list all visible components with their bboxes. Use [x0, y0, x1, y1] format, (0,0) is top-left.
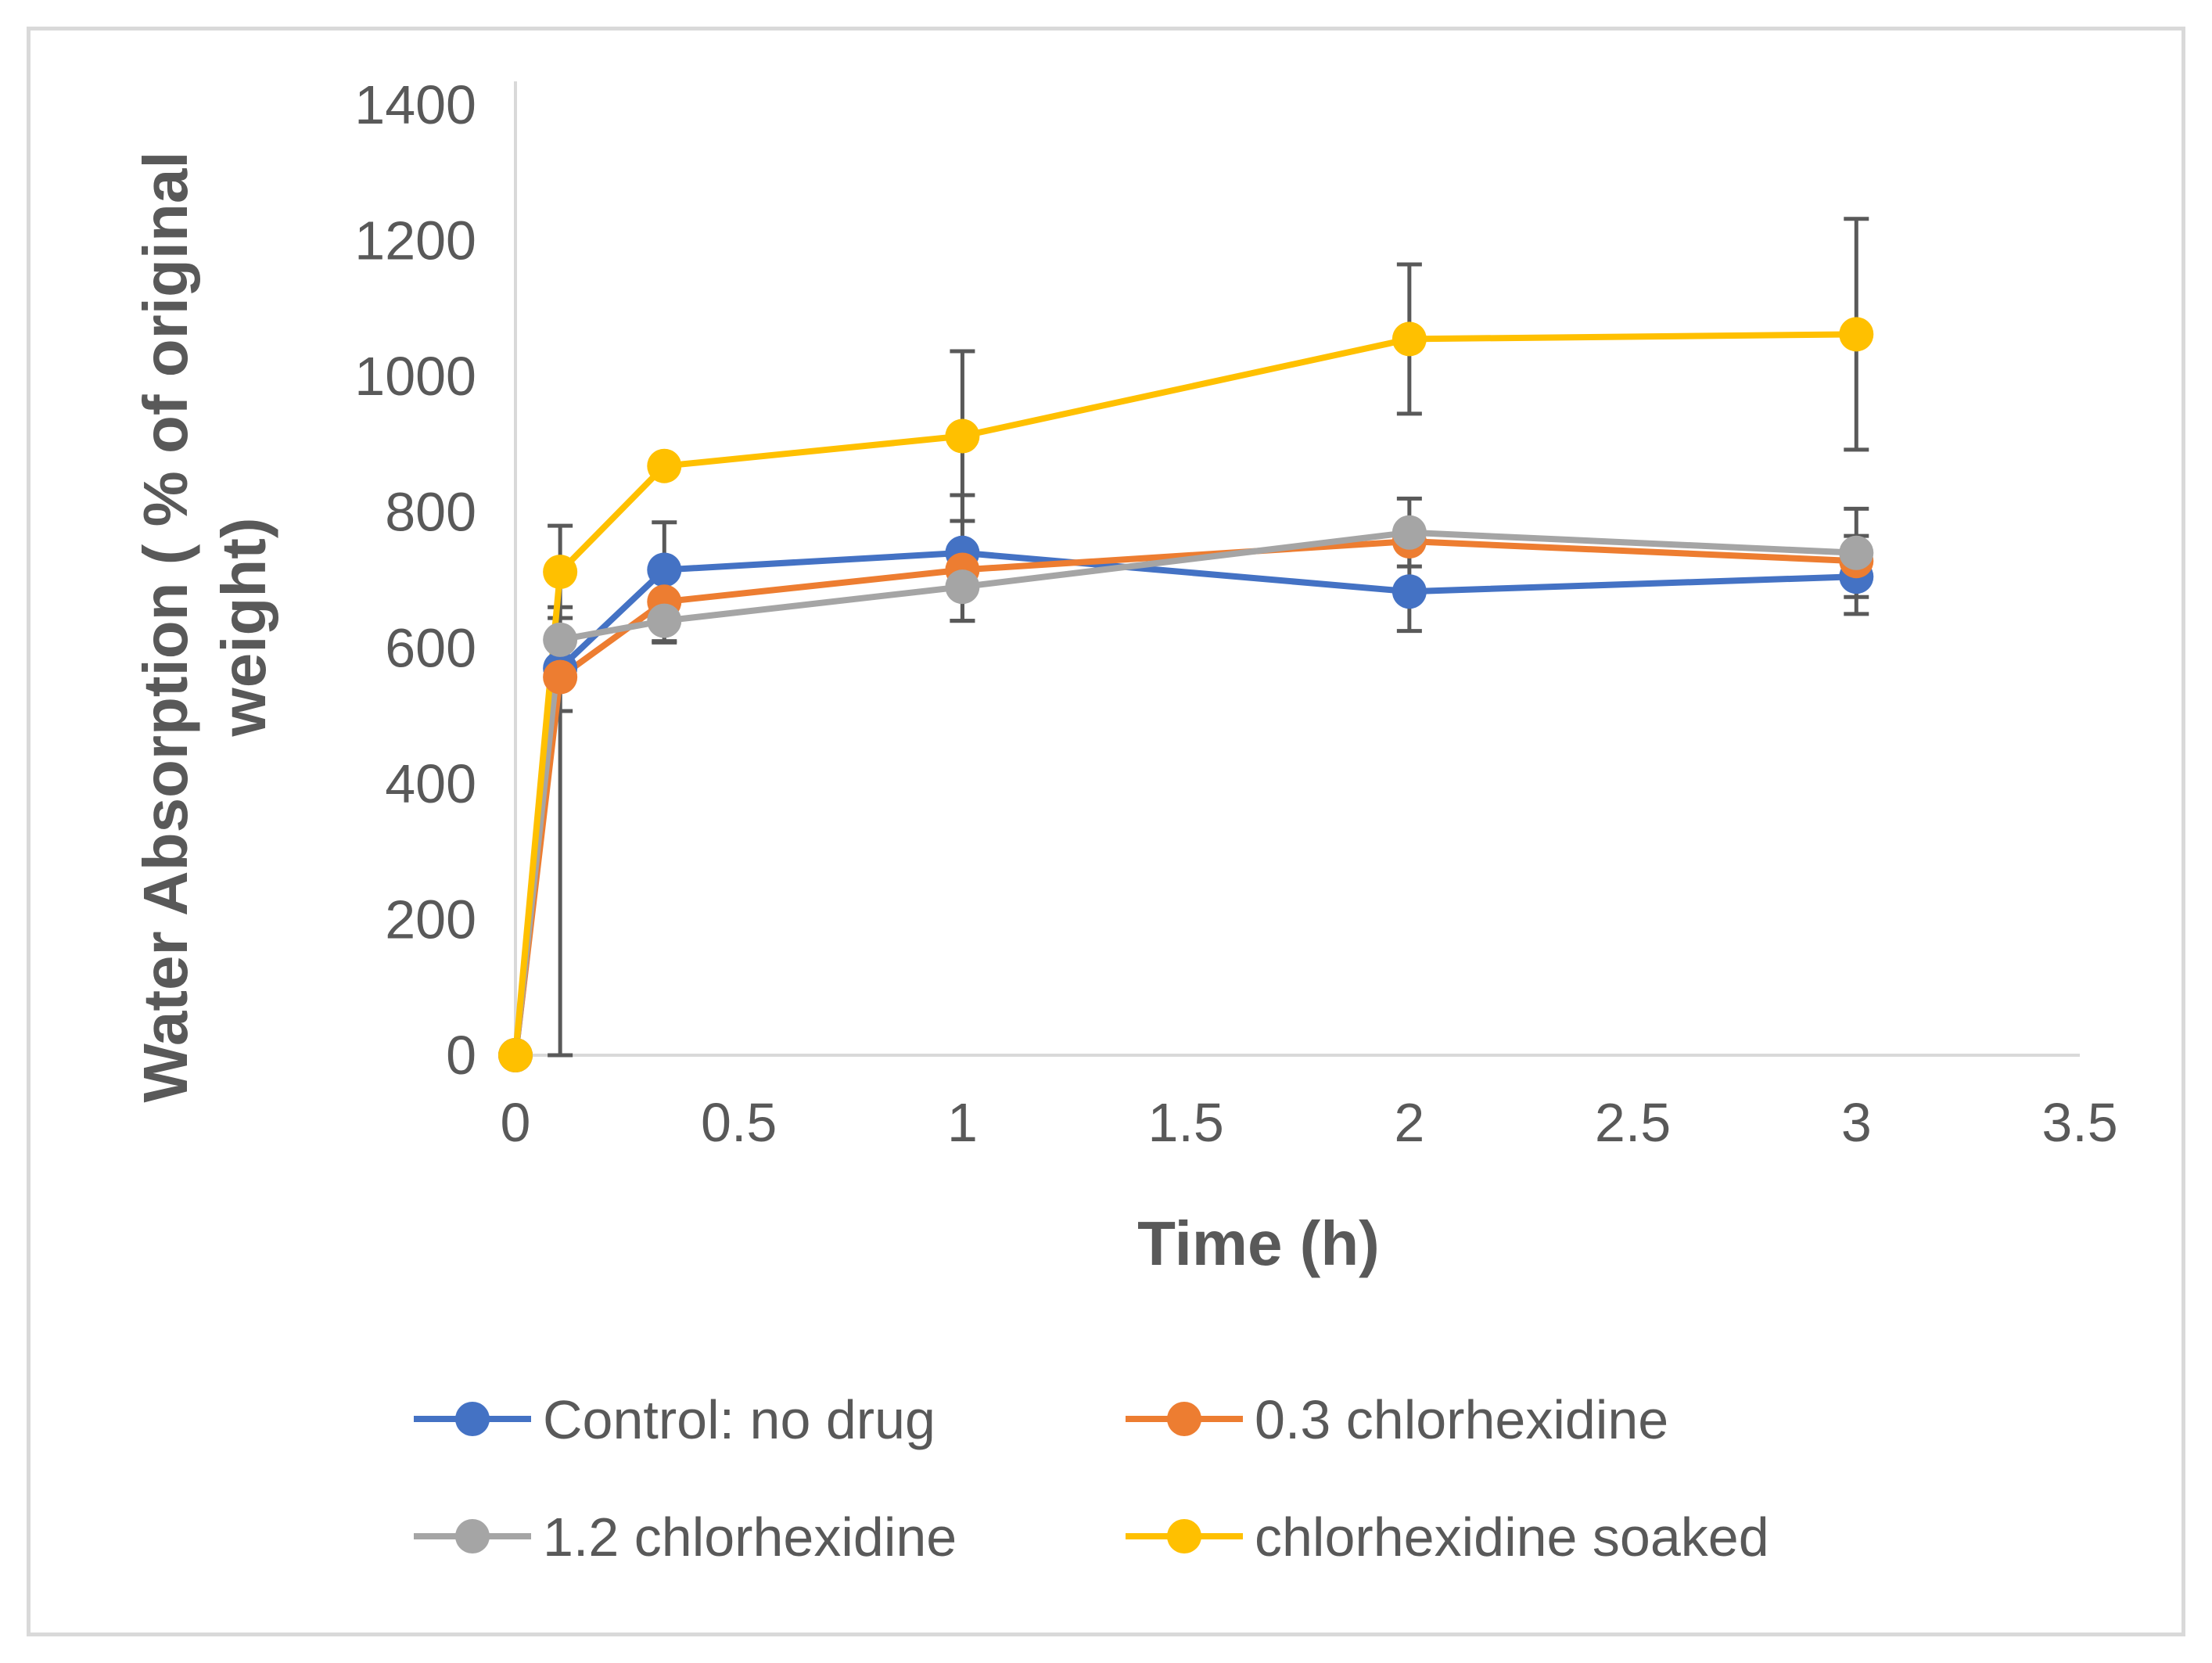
y-tick-label: 400	[385, 753, 476, 814]
y-tick-label: 1400	[354, 74, 476, 135]
data-point	[945, 569, 980, 605]
legend-label: 0.3 chlorhexidine	[1255, 1389, 1668, 1450]
series-lines	[512, 331, 1857, 1056]
series-markers	[498, 317, 1874, 1072]
x-tick-label: 2	[1394, 1092, 1424, 1153]
legend-marker	[1167, 1402, 1201, 1436]
legend-marker	[455, 1519, 490, 1553]
y-tick-label: 1000	[354, 346, 476, 407]
y-tick-label: 1200	[354, 210, 476, 271]
error-bars	[548, 217, 1869, 1058]
data-point	[1391, 515, 1427, 550]
legend-marker	[1167, 1519, 1201, 1553]
series-line-1	[512, 538, 1857, 1056]
x-tick-label: 1.5	[1147, 1092, 1223, 1153]
series-line-3	[512, 331, 1857, 1056]
data-point	[543, 555, 578, 590]
legend: Control: no drug 0.3 chlorhexidine 1.2 chl…	[414, 1389, 1769, 1568]
data-point	[945, 418, 980, 454]
y-tick-label: 0	[446, 1025, 476, 1086]
data-point	[647, 552, 682, 587]
series-line-0	[512, 549, 1857, 1056]
legend-label: chlorhexidine soaked	[1255, 1507, 1769, 1568]
data-point	[543, 659, 578, 695]
chart-frame: 0 200 400 600 800 1000 1200 1400 0 0.5 1 1.5 2 2.5 3 3.…	[27, 27, 2185, 1636]
line-chart: 0 200 400 600 800 1000 1200 1400 0 0.5 1 1.5 2 2.5 3 3.…	[131, 74, 2118, 1568]
y-axis-title-line2: weight)	[209, 518, 278, 738]
x-tick-label: 0	[501, 1092, 531, 1153]
x-tick-label: 2.5	[1595, 1092, 1671, 1153]
series-line-2	[512, 529, 1857, 1056]
x-tick-label: 0.5	[701, 1092, 777, 1153]
data-point	[498, 1038, 533, 1072]
y-tick-label: 200	[385, 889, 476, 950]
data-point	[1391, 574, 1427, 609]
axis-labels: 0 200 400 600 800 1000 1200 1400 0 0.5 1 1.5 2 2.5 3 3.…	[131, 74, 2118, 1278]
data-point	[647, 448, 682, 483]
legend-marker	[455, 1402, 490, 1436]
x-tick-label: 3	[1841, 1092, 1872, 1153]
data-point	[1839, 535, 1874, 570]
x-axis-title: Time (h)	[1137, 1209, 1380, 1278]
axes	[514, 81, 2080, 1057]
data-point	[1391, 321, 1427, 357]
data-point	[1839, 317, 1874, 352]
data-point	[647, 603, 682, 638]
y-tick-label: 800	[385, 482, 476, 543]
x-tick-label: 3.5	[2041, 1092, 2117, 1153]
legend-label: Control: no drug	[543, 1389, 935, 1450]
legend-label: 1.2 chlorhexidine	[543, 1507, 957, 1568]
y-tick-label: 600	[385, 617, 476, 678]
x-tick-label: 1	[947, 1092, 978, 1153]
y-axis-title: Water Absorption ( % of original	[131, 151, 200, 1102]
data-point	[543, 622, 578, 657]
